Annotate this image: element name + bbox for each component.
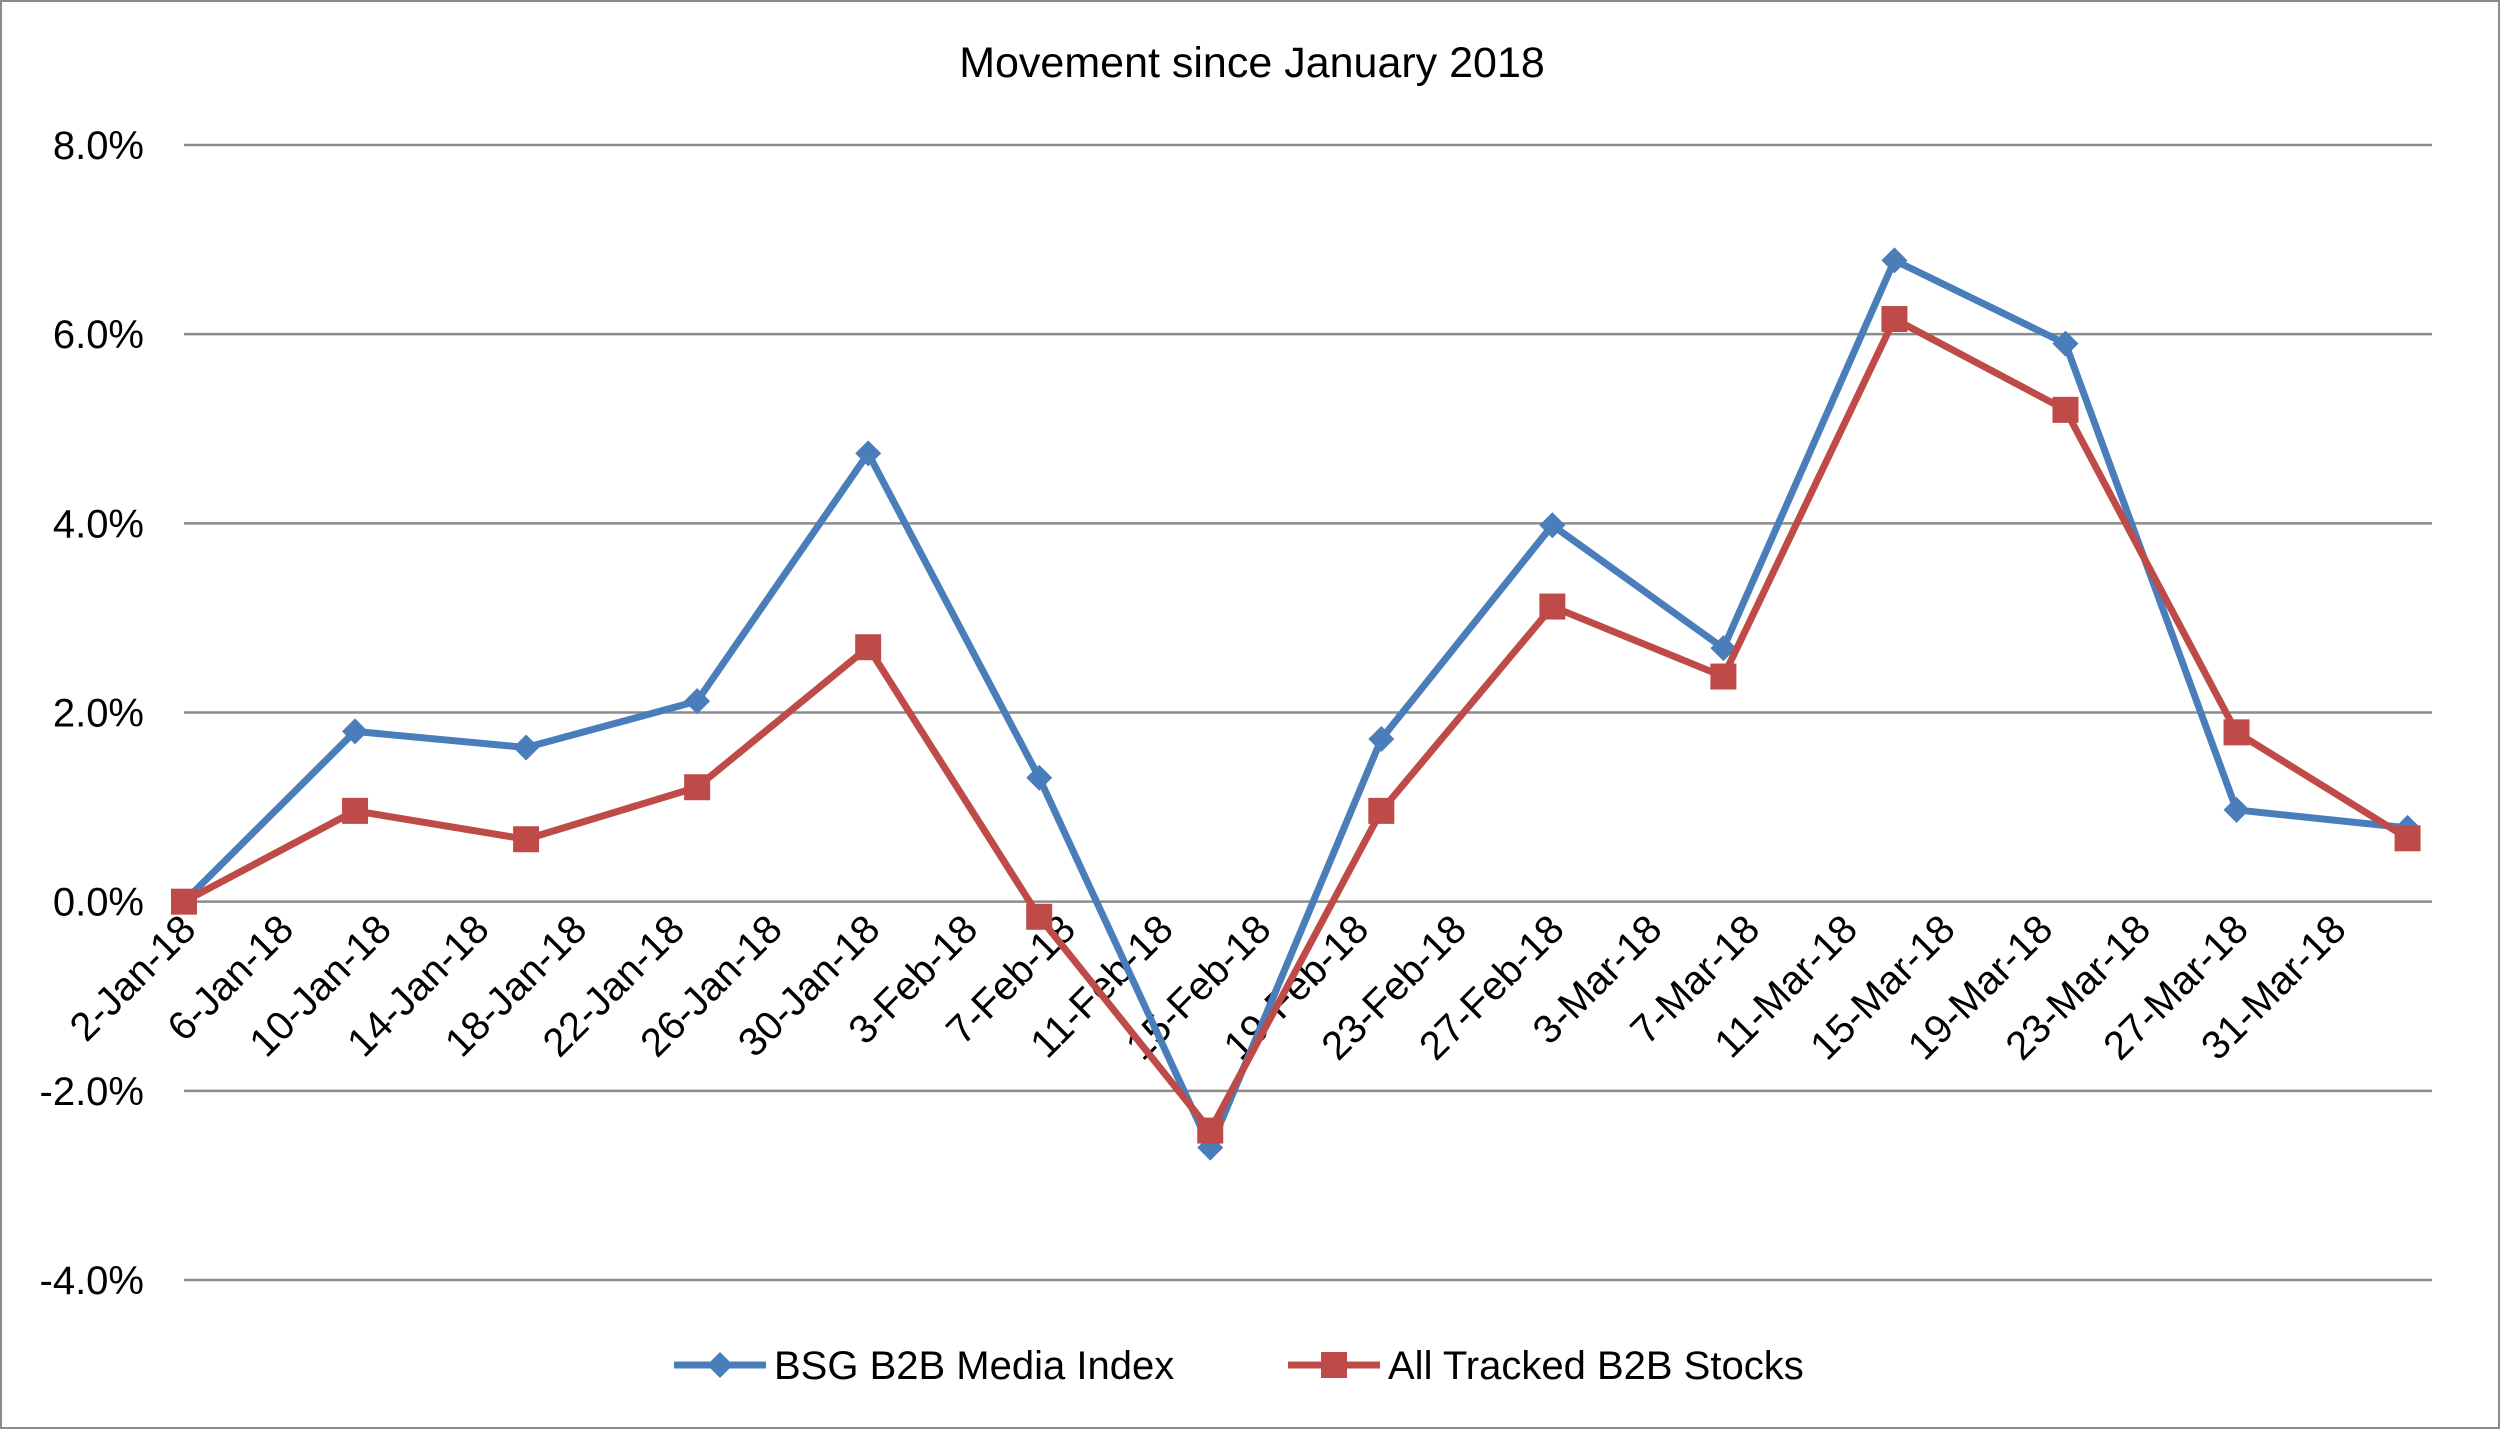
data-point (513, 734, 540, 761)
data-point (1881, 306, 1908, 333)
data-point (2223, 719, 2250, 746)
data-point (2052, 330, 2079, 357)
gridlines (184, 143, 2432, 1282)
y-axis-tick-labels: -4.0% -2.0% 0.0% 2.0% 4.0% 6.0% 8.0% (40, 124, 145, 1303)
data-point (684, 688, 711, 715)
data-point (171, 888, 197, 915)
data-point (2223, 796, 2250, 823)
data-point (1539, 512, 1566, 539)
series-line (182, 315, 2410, 1135)
series-2 (171, 306, 2421, 1144)
data-point (342, 797, 369, 824)
chart-title: Movement since January 2018 (959, 39, 1545, 87)
data-point (2052, 396, 2079, 423)
series-1 (171, 247, 2421, 1161)
y-tick-label: 4.0% (53, 502, 144, 546)
data-point (1197, 1117, 1224, 1144)
data-point (1710, 635, 1737, 662)
legend-item-1: BSG B2B Media Index (674, 1344, 1174, 1388)
data-point (1710, 663, 1737, 690)
legend-item-2: All Tracked B2B Stocks (1288, 1344, 1804, 1388)
legend-marker (1321, 1352, 1347, 1378)
y-tick-label: 8.0% (53, 124, 144, 168)
legend-label: All Tracked B2B Stocks (1388, 1344, 1804, 1388)
data-point (2394, 825, 2421, 852)
y-tick-label: 6.0% (53, 313, 144, 357)
data-point (855, 634, 882, 661)
data-point (1539, 593, 1566, 620)
data-point (1368, 725, 1395, 752)
data-point (1026, 903, 1053, 930)
legend: BSG B2B Media Index All Tracked B2B Stock… (674, 1344, 1804, 1388)
data-point (342, 718, 369, 745)
data-point (1368, 797, 1395, 824)
data-point (855, 440, 882, 467)
series-line (181, 256, 2408, 1152)
data-point (684, 774, 711, 801)
legend-label: BSG B2B Media Index (774, 1344, 1174, 1388)
data-point (513, 826, 540, 853)
series-layer (171, 247, 2421, 1161)
y-tick-label: -2.0% (40, 1070, 145, 1114)
data-point (1881, 247, 1908, 274)
x-axis-tick-labels: 2-Jan-186-Jan-1810-Jan-1814-Jan-1818-Jan… (62, 907, 2355, 1069)
y-tick-label: 2.0% (53, 692, 144, 736)
y-tick-label: -4.0% (40, 1259, 145, 1303)
y-tick-label: 0.0% (53, 881, 144, 925)
legend-marker (707, 1352, 733, 1378)
data-point (1026, 764, 1053, 791)
